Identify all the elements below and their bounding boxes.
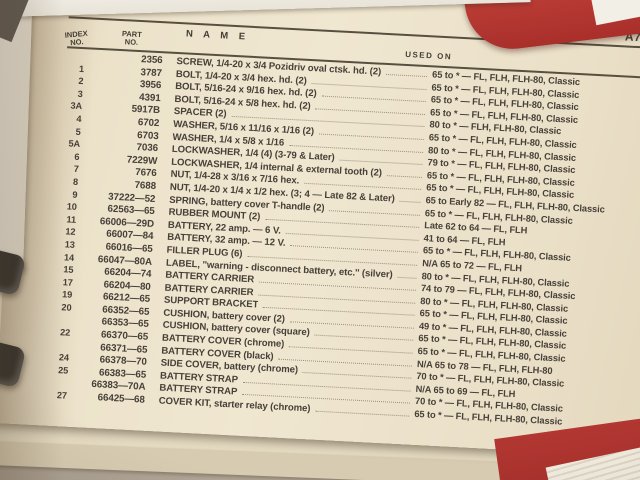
index-no-cell: 1 <box>78 63 85 74</box>
page-content: BATTERY A71 INDEX NO. PART NO. N A M E U… <box>49 16 640 433</box>
index-no-cell: 11 <box>66 214 77 225</box>
column-header-used-on: USED ON <box>404 49 453 62</box>
index-no-cell: 5 <box>75 126 81 137</box>
dot-leader <box>339 159 423 166</box>
index-no-cell <box>53 322 83 324</box>
index-no-cell: 6 <box>74 151 80 162</box>
index-no-cell: 5A <box>68 138 81 150</box>
dot-leader <box>329 209 420 216</box>
index-no-cell: 3 <box>77 88 83 99</box>
part-name-cell: SPACER (2) <box>173 106 227 121</box>
index-no-cell: 3A <box>70 100 83 112</box>
dot-leader <box>386 174 422 178</box>
index-no-cell: 8 <box>72 176 79 187</box>
dot-leader <box>314 335 414 342</box>
column-header-part: PART NO. <box>121 29 143 47</box>
index-no-cell: 13 <box>64 239 76 250</box>
index-no-cell: 17 <box>62 276 74 288</box>
index-no-cell <box>51 347 81 349</box>
dot-leader <box>385 73 428 78</box>
dot-leader <box>399 200 421 203</box>
index-no-cell: 24 <box>58 352 70 363</box>
index-no-cell: 22 <box>59 327 71 338</box>
index-no-cell: 12 <box>65 226 76 238</box>
index-no-cell <box>67 58 97 60</box>
column-header-index: INDEX NO. <box>64 28 88 48</box>
index-no-cell: 2 <box>78 76 84 87</box>
index-no-cell: 27 <box>56 390 68 401</box>
index-no-cell: 14 <box>63 251 75 263</box>
index-no-cell: 9 <box>72 189 78 200</box>
index-no-cell: 19 <box>61 289 73 301</box>
index-no-cell: 15 <box>63 264 74 275</box>
index-no-cell: 7 <box>73 164 80 175</box>
index-no-cell: 20 <box>61 302 72 313</box>
dot-leader <box>315 410 410 417</box>
index-no-cell: 10 <box>66 201 78 213</box>
index-no-cell: 25 <box>57 365 69 376</box>
catalog-page: BATTERY A71 INDEX NO. PART NO. N A M E U… <box>0 0 640 458</box>
index-no-cell <box>49 385 79 387</box>
column-header-name: N A M E <box>185 28 250 43</box>
index-no-cell: 4 <box>76 113 82 125</box>
parts-table-body: 2356 SCREW, 1/4-20 x 3/4 Pozidriv oval c… <box>49 50 640 433</box>
dot-leader <box>397 276 417 279</box>
